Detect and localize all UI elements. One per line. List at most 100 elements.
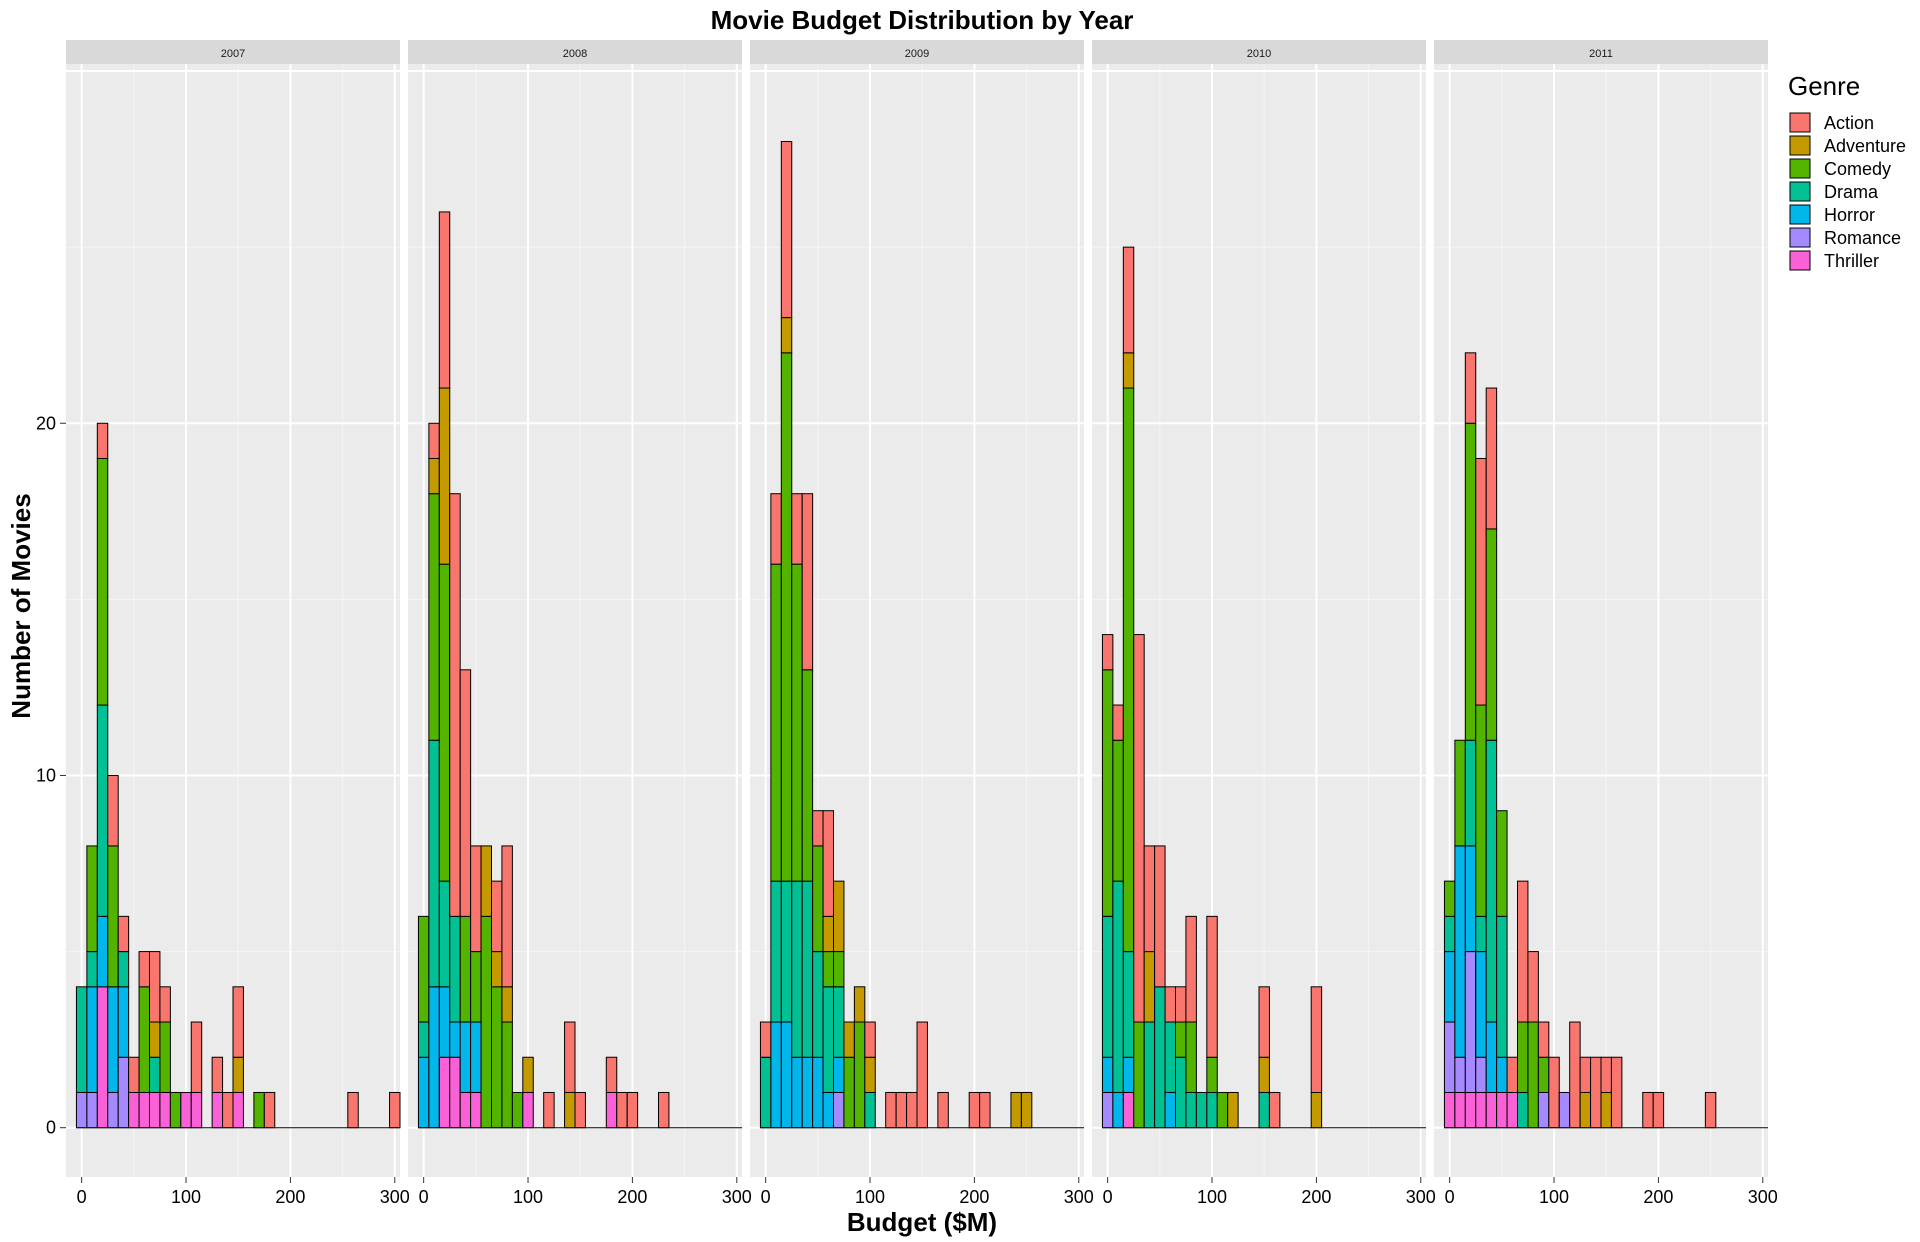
bar-segment-comedy	[438, 563, 451, 882]
bar-segment-action	[1527, 951, 1539, 1023]
x-tick-label: 100	[1539, 1187, 1569, 1207]
facet-panel-2010: 2010 0 100 200 300	[1092, 40, 1436, 1207]
legend-key-romance	[1789, 227, 1811, 248]
facet-strip-label: 2010	[1247, 48, 1271, 60]
bar-segment-horror	[438, 986, 451, 1058]
bar-segment-adventure	[232, 1056, 244, 1093]
bar-segment-thriller	[211, 1091, 224, 1129]
bar-segment-action	[564, 1021, 576, 1093]
bar-segment-adventure	[522, 1056, 534, 1093]
x-tick-label: 0	[1445, 1187, 1455, 1207]
bar-segment-horror	[1485, 1021, 1498, 1093]
x-tick-label: 200	[1301, 1187, 1331, 1207]
bar-segment-thriller	[149, 1091, 161, 1129]
bar-segment-thriller	[180, 1091, 192, 1129]
bar-segment-horror	[449, 1021, 461, 1058]
bar-segment-thriller	[459, 1091, 472, 1129]
bar-segment-drama	[1112, 880, 1124, 1093]
bar-segment-thriller	[1485, 1091, 1498, 1129]
bar-segment-comedy	[1454, 739, 1466, 847]
bar-segment-action	[190, 1021, 203, 1093]
bar-segment-action	[1590, 1056, 1602, 1129]
x-tick-label: 0	[1103, 1187, 1113, 1207]
bar-segment-adventure	[149, 1021, 161, 1058]
bar-segment-action	[791, 493, 803, 565]
x-tick-label: 200	[275, 1187, 305, 1207]
bar-segment-action	[149, 951, 161, 1023]
facet-strip-label: 2009	[905, 48, 929, 60]
bar-segment-thriller	[1454, 1091, 1466, 1129]
bar-segment-adventure	[864, 1056, 876, 1093]
bar-segment-action	[759, 1021, 772, 1058]
x-tick-label: 100	[855, 1187, 885, 1207]
bar-segment-thriller	[1443, 1091, 1456, 1129]
bar-segment-action	[801, 493, 814, 671]
bar-segment-horror	[812, 1056, 824, 1129]
bar-segment-action	[1268, 1091, 1281, 1129]
bar-segment-thriller	[1506, 1091, 1518, 1129]
bar-segment-drama	[1164, 1021, 1176, 1093]
bar-segment-adventure	[1579, 1091, 1592, 1129]
x-tick-label: 0	[761, 1187, 771, 1207]
bar-segment-romance	[1475, 1056, 1487, 1093]
x-axis-title: Budget ($M)	[847, 1207, 997, 1237]
bar-segment-thriller	[449, 1056, 461, 1129]
facet-panel-2007: 2007 0 100 200 300	[66, 40, 410, 1207]
bar-segment-romance	[1454, 1056, 1466, 1093]
bar-segment-adventure	[1020, 1091, 1033, 1129]
bar-segment-drama	[1443, 915, 1456, 953]
x-tick-label: 200	[1643, 1187, 1673, 1207]
bar-segment-action	[428, 422, 440, 459]
bar-segment-comedy	[1112, 739, 1124, 882]
bar-segment-action	[574, 1091, 586, 1129]
bar-segment-horror	[1496, 1056, 1508, 1093]
bar-segment-drama	[1258, 1091, 1270, 1129]
bar-segment-action	[1506, 1056, 1518, 1093]
bar-segment-thriller	[1475, 1091, 1487, 1129]
x-tick-label: 100	[513, 1187, 543, 1207]
bar-segment-comedy	[1475, 704, 1487, 917]
bar-segment-action	[438, 211, 451, 389]
bar-segment-action	[449, 493, 461, 917]
legend-key-adventure	[1789, 135, 1811, 156]
bar-segment-action	[1101, 634, 1114, 671]
bar-segment-action	[470, 845, 482, 953]
bar-segment-comedy	[417, 915, 430, 1023]
bar-segment-drama	[1122, 951, 1135, 1058]
bar-segment-action	[1610, 1056, 1623, 1129]
bar-segment-action	[1185, 915, 1197, 1023]
bar-segment-drama	[449, 915, 461, 1023]
bar-segment-comedy	[1485, 528, 1498, 741]
bar-segment-action	[222, 1091, 234, 1129]
legend: Genre Action Adventure Comedy Drama Horror Rom…	[1788, 71, 1906, 271]
bar-segment-action	[822, 810, 834, 917]
bar-segment-adventure	[1310, 1091, 1323, 1129]
bar-segment-action	[979, 1091, 991, 1129]
bar-segment-horror	[770, 1021, 782, 1129]
bar-segment-horror	[1475, 951, 1487, 1058]
bar-segment-action	[1464, 352, 1477, 424]
legend-label-drama: Drama	[1824, 182, 1879, 202]
bar-segment-action	[211, 1056, 224, 1093]
legend-label-action: Action	[1824, 113, 1874, 133]
bar-segment-drama	[822, 986, 834, 1093]
bar-segment-action	[263, 1091, 276, 1129]
bar-segment-horror	[1164, 1091, 1176, 1129]
bar-segment-horror	[96, 915, 109, 988]
facet-strip-label: 2007	[221, 48, 245, 60]
bar-segment-drama	[1195, 1091, 1208, 1129]
bar-segment-comedy	[501, 1021, 513, 1129]
bar-segment-drama	[1154, 986, 1166, 1129]
bar-segment-adventure	[480, 845, 492, 917]
bar-segment-action	[96, 422, 109, 459]
legend-key-comedy	[1789, 158, 1811, 179]
bar-segment-comedy	[853, 1021, 866, 1129]
bar-segment-adventure	[1010, 1091, 1022, 1129]
bar-segment-action	[138, 951, 150, 988]
bar-segment-action	[389, 1091, 401, 1129]
bar-segment-thriller	[1464, 1091, 1477, 1129]
bar-segment-comedy	[480, 915, 492, 1129]
x-tick-label: 100	[171, 1187, 201, 1207]
bar-segment-action	[1258, 986, 1270, 1058]
bar-segment-horror	[822, 1091, 834, 1129]
